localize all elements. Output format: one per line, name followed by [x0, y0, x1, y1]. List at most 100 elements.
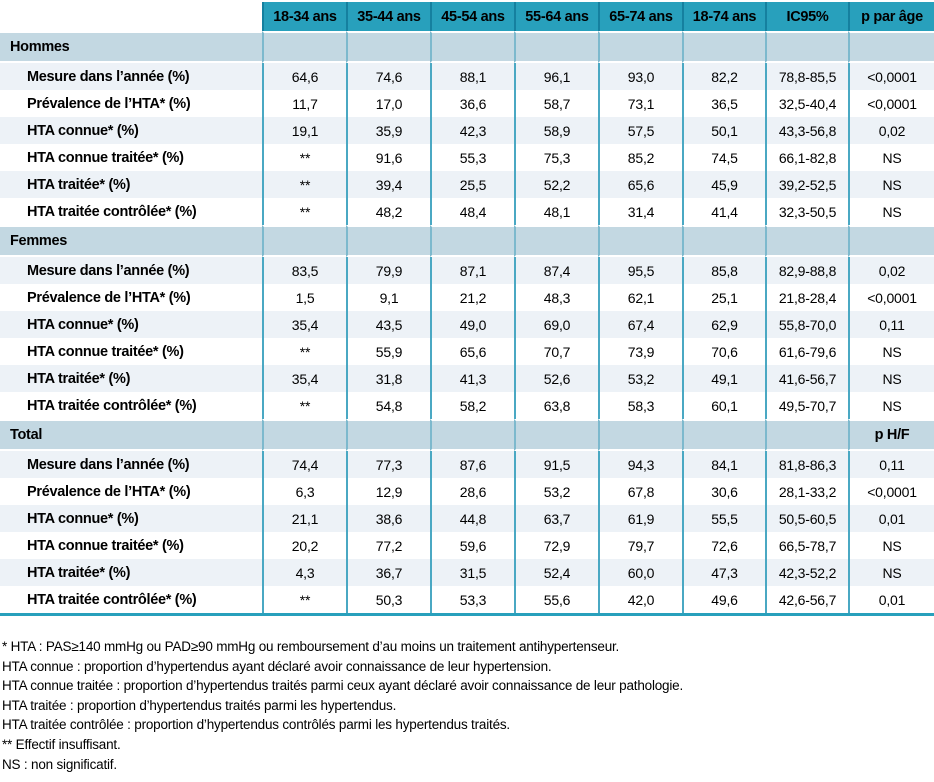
value-cell: 50,1: [682, 117, 765, 144]
section-empty-cell: [598, 31, 682, 63]
table-row: HTA connue* (%) 21,1 38,6 44,8 63,7 61,9 55,5 5…: [0, 505, 934, 532]
footnote-line: HTA connue traitée : proportion d’hypert…: [2, 678, 684, 694]
value-cell: 55,5: [682, 505, 765, 532]
value-cell: 31,4: [598, 198, 682, 225]
p-value-cell: 0,01: [848, 505, 934, 532]
value-cell: 58,7: [514, 90, 598, 117]
col-header-65-74-ans: 65-74 ans: [598, 2, 682, 31]
table-row: HTA traitée contrôlée* (%) ** 50,3 53,3 55,6…: [0, 586, 934, 613]
section-empty-cell: [430, 31, 514, 63]
value-cell: 53,2: [514, 478, 598, 505]
value-cell: 82,2: [682, 63, 765, 90]
p-value-cell: 0,01: [848, 586, 934, 613]
footnote-line: * HTA : PAS≥140 mmHg ou PAD≥90 mmHg ou r…: [2, 639, 620, 654]
footnote-line: HTA traitée contrôlée : proportion d’hyp…: [2, 717, 510, 733]
table-row: HTA traitée contrôlée* (%) ** 54,8 58,2 63,8…: [0, 392, 934, 419]
section-empty-cell: [514, 225, 598, 257]
p-value-cell: NS: [848, 559, 934, 586]
value-cell: 60,1: [682, 392, 765, 419]
value-cell: 42,3: [430, 117, 514, 144]
value-cell: 85,2: [598, 144, 682, 171]
ci95-cell: 50,5-60,5: [765, 505, 848, 532]
value-cell: 87,6: [430, 451, 514, 478]
section-title: Femmes: [0, 225, 262, 257]
value-cell: 55,9: [346, 338, 430, 365]
value-cell: **: [262, 198, 346, 225]
value-cell: 65,6: [598, 171, 682, 198]
corner-cell: [0, 2, 262, 31]
section-title: Hommes: [0, 31, 262, 63]
value-cell: 57,5: [598, 117, 682, 144]
p-value-cell: <0,0001: [848, 478, 934, 505]
section-empty-cell: [262, 225, 346, 257]
ci95-cell: 82,9-88,8: [765, 257, 848, 284]
table-row: HTA connue* (%) 19,1 35,9 42,3 58,9 57,5 50,1 4…: [0, 117, 934, 144]
value-cell: 59,6: [430, 532, 514, 559]
value-cell: 83,5: [262, 257, 346, 284]
col-header-p-par-ge: p par âge: [848, 2, 934, 31]
section-empty-cell: [765, 225, 848, 257]
value-cell: 91,6: [346, 144, 430, 171]
value-cell: 25,5: [430, 171, 514, 198]
value-cell: 87,1: [430, 257, 514, 284]
section-empty-cell: [346, 225, 430, 257]
ci95-cell: 61,6-79,6: [765, 338, 848, 365]
table-row: HTA connue traitée* (%) 20,2 77,2 59,6 72,9 7…: [0, 532, 934, 559]
row-label: HTA connue* (%): [0, 117, 262, 144]
row-label: HTA connue* (%): [0, 311, 262, 338]
value-cell: 35,9: [346, 117, 430, 144]
value-cell: 58,3: [598, 392, 682, 419]
row-label: Prévalence de l’HTA* (%): [0, 284, 262, 311]
table-row: HTA connue traitée* (%) ** 91,6 55,3 75,3 85,…: [0, 144, 934, 171]
value-cell: 48,4: [430, 198, 514, 225]
ci95-cell: 32,5-40,4: [765, 90, 848, 117]
table-row: HTA connue traitée* (%) ** 55,9 65,6 70,7 73,…: [0, 338, 934, 365]
section-empty-cell: [848, 31, 934, 63]
value-cell: 74,4: [262, 451, 346, 478]
col-header-18-74-ans: 18-74 ans: [682, 2, 765, 31]
p-value-cell: NS: [848, 392, 934, 419]
p-value-cell: <0,0001: [848, 90, 934, 117]
value-cell: 74,5: [682, 144, 765, 171]
section-empty-cell: [765, 31, 848, 63]
value-cell: 47,3: [682, 559, 765, 586]
p-value-cell: <0,0001: [848, 63, 934, 90]
value-cell: 70,6: [682, 338, 765, 365]
row-label: HTA traitée* (%): [0, 171, 262, 198]
value-cell: 77,3: [346, 451, 430, 478]
value-cell: 54,8: [346, 392, 430, 419]
value-cell: 55,6: [514, 586, 598, 613]
value-cell: **: [262, 338, 346, 365]
footnote-line: HTA connue : proportion d’hypertendus ay…: [2, 658, 552, 674]
col-header-45-54-ans: 45-54 ans: [430, 2, 514, 31]
value-cell: 69,0: [514, 311, 598, 338]
value-cell: 28,6: [430, 478, 514, 505]
value-cell: 6,3: [262, 478, 346, 505]
value-cell: 38,6: [346, 505, 430, 532]
table-row: HTA traitée contrôlée* (%) ** 48,2 48,4 48,1…: [0, 198, 934, 225]
ci95-cell: 21,8-28,4: [765, 284, 848, 311]
value-cell: 30,6: [682, 478, 765, 505]
value-cell: 21,1: [262, 505, 346, 532]
value-cell: 63,7: [514, 505, 598, 532]
value-cell: 95,5: [598, 257, 682, 284]
p-value-cell: NS: [848, 144, 934, 171]
value-cell: 21,2: [430, 284, 514, 311]
value-cell: 52,2: [514, 171, 598, 198]
p-value-cell: 0,02: [848, 257, 934, 284]
value-cell: 48,3: [514, 284, 598, 311]
value-cell: **: [262, 392, 346, 419]
p-value-cell: 0,11: [848, 451, 934, 478]
section-empty-cell: [765, 419, 848, 451]
p-value-cell: NS: [848, 338, 934, 365]
row-label: HTA traitée* (%): [0, 559, 262, 586]
table-row: Prévalence de l’HTA* (%) 6,3 12,9 28,6 53,2 6…: [0, 478, 934, 505]
value-cell: 79,7: [598, 532, 682, 559]
value-cell: 31,5: [430, 559, 514, 586]
col-header-55-64-ans: 55-64 ans: [514, 2, 598, 31]
ci95-cell: 41,6-56,7: [765, 365, 848, 392]
p-value-cell: NS: [848, 198, 934, 225]
value-cell: 94,3: [598, 451, 682, 478]
section-empty-cell: [346, 31, 430, 63]
p-value-cell: NS: [848, 365, 934, 392]
